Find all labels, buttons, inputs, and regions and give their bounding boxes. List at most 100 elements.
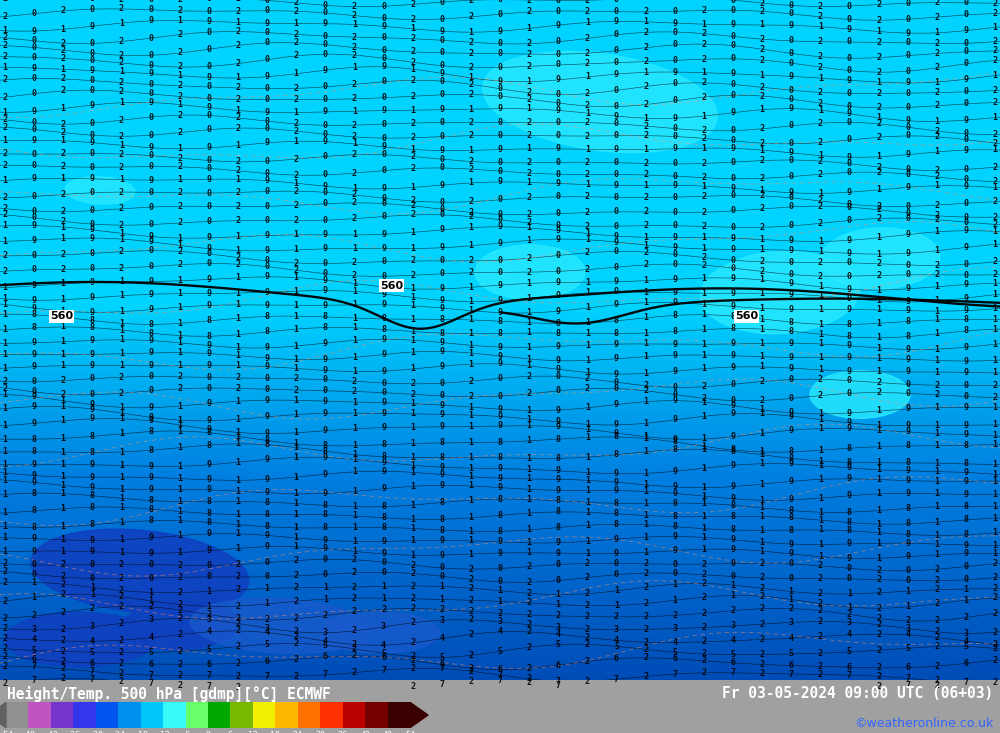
Text: 2: 2 (2, 0, 8, 3)
Text: 3: 3 (206, 615, 211, 625)
Text: 2: 2 (352, 652, 357, 660)
Text: 3: 3 (439, 616, 444, 625)
Text: 2: 2 (294, 51, 299, 60)
Text: 9: 9 (614, 232, 619, 240)
Text: 2: 2 (992, 627, 998, 637)
Text: 2: 2 (352, 258, 357, 268)
Text: 2: 2 (934, 12, 939, 22)
Text: 9: 9 (381, 550, 386, 559)
Text: 9: 9 (439, 225, 444, 235)
Text: 1: 1 (701, 325, 706, 334)
Text: 2: 2 (701, 207, 706, 217)
Text: 2: 2 (468, 208, 473, 217)
Text: 1: 1 (468, 146, 473, 155)
Text: 9: 9 (323, 19, 328, 28)
Text: 1: 1 (934, 296, 939, 306)
Text: 1: 1 (585, 425, 590, 434)
Text: 2: 2 (643, 131, 648, 140)
Text: 5: 5 (90, 648, 95, 657)
Text: 2: 2 (527, 643, 532, 652)
Text: 0: 0 (265, 187, 270, 196)
Text: 0: 0 (323, 259, 328, 268)
Text: 1: 1 (323, 594, 328, 603)
Text: 1: 1 (992, 490, 998, 499)
Text: 9: 9 (905, 78, 910, 87)
Text: 9: 9 (672, 416, 677, 424)
Text: 0: 0 (206, 373, 211, 382)
Text: 9: 9 (614, 478, 619, 487)
Text: 1: 1 (527, 526, 532, 534)
Text: 8: 8 (672, 438, 677, 446)
Text: 2: 2 (119, 150, 124, 158)
Text: 1: 1 (789, 595, 794, 604)
Text: 1: 1 (701, 364, 706, 373)
Text: 1: 1 (701, 412, 706, 421)
Text: 9: 9 (90, 483, 95, 493)
Text: 3: 3 (32, 625, 37, 634)
Text: 9: 9 (556, 21, 561, 29)
Text: 2: 2 (585, 34, 590, 43)
Text: 2: 2 (61, 608, 66, 616)
Text: 0: 0 (789, 10, 794, 18)
Text: 2: 2 (876, 682, 881, 691)
Text: 1: 1 (381, 582, 386, 591)
Text: 1: 1 (177, 474, 182, 483)
Text: 2: 2 (294, 0, 299, 7)
Text: 2: 2 (352, 150, 357, 159)
Text: 2: 2 (876, 103, 881, 112)
Text: 9: 9 (439, 401, 444, 410)
Text: 2: 2 (818, 2, 823, 11)
Text: 5: 5 (905, 644, 910, 652)
Text: 2: 2 (876, 259, 881, 268)
Text: 9: 9 (381, 467, 386, 476)
Text: 9: 9 (963, 26, 968, 35)
Text: 1: 1 (61, 337, 66, 346)
Text: 9: 9 (439, 463, 444, 472)
Text: 2: 2 (643, 260, 648, 270)
Text: 6: 6 (847, 663, 852, 671)
Text: 1: 1 (468, 348, 473, 358)
Text: 1: 1 (235, 351, 240, 360)
Text: 1: 1 (527, 318, 532, 327)
Text: 9: 9 (90, 536, 95, 545)
Text: 0: 0 (265, 262, 270, 271)
Text: 2: 2 (585, 48, 590, 58)
Text: 9: 9 (556, 179, 561, 188)
Text: -6: -6 (181, 731, 191, 733)
Text: 1: 1 (760, 353, 765, 361)
Text: 8: 8 (905, 441, 910, 451)
Text: 1: 1 (177, 144, 182, 153)
Text: 2: 2 (643, 171, 648, 180)
Text: 9: 9 (847, 294, 852, 303)
Text: 1: 1 (585, 420, 590, 429)
Text: 9: 9 (963, 549, 968, 558)
Text: 9: 9 (206, 485, 211, 494)
Polygon shape (410, 702, 428, 728)
Text: 2: 2 (527, 589, 532, 598)
Text: 9: 9 (206, 103, 211, 112)
Text: 1: 1 (527, 328, 532, 337)
Text: 9: 9 (963, 75, 968, 84)
Text: 1: 1 (992, 514, 998, 523)
Text: 2: 2 (468, 63, 473, 72)
Text: 8: 8 (789, 327, 794, 336)
Text: 2: 2 (352, 568, 357, 578)
Text: 2: 2 (410, 196, 415, 205)
Text: 2: 2 (61, 636, 66, 646)
Text: 0: 0 (206, 94, 211, 103)
Text: 9: 9 (730, 302, 735, 311)
Text: 9: 9 (672, 489, 677, 498)
Text: 2: 2 (177, 588, 182, 597)
Text: 9: 9 (265, 362, 270, 371)
Text: 2: 2 (701, 382, 706, 391)
Text: 1: 1 (119, 361, 124, 370)
Text: 2: 2 (760, 650, 765, 659)
Bar (118, 702, 141, 728)
Text: 9: 9 (90, 400, 95, 409)
Text: 9: 9 (614, 369, 619, 378)
Text: 9: 9 (265, 343, 270, 353)
Text: 9: 9 (32, 362, 37, 371)
Text: 9: 9 (206, 144, 211, 152)
Text: 9: 9 (32, 281, 37, 290)
Text: 0: 0 (439, 379, 444, 388)
